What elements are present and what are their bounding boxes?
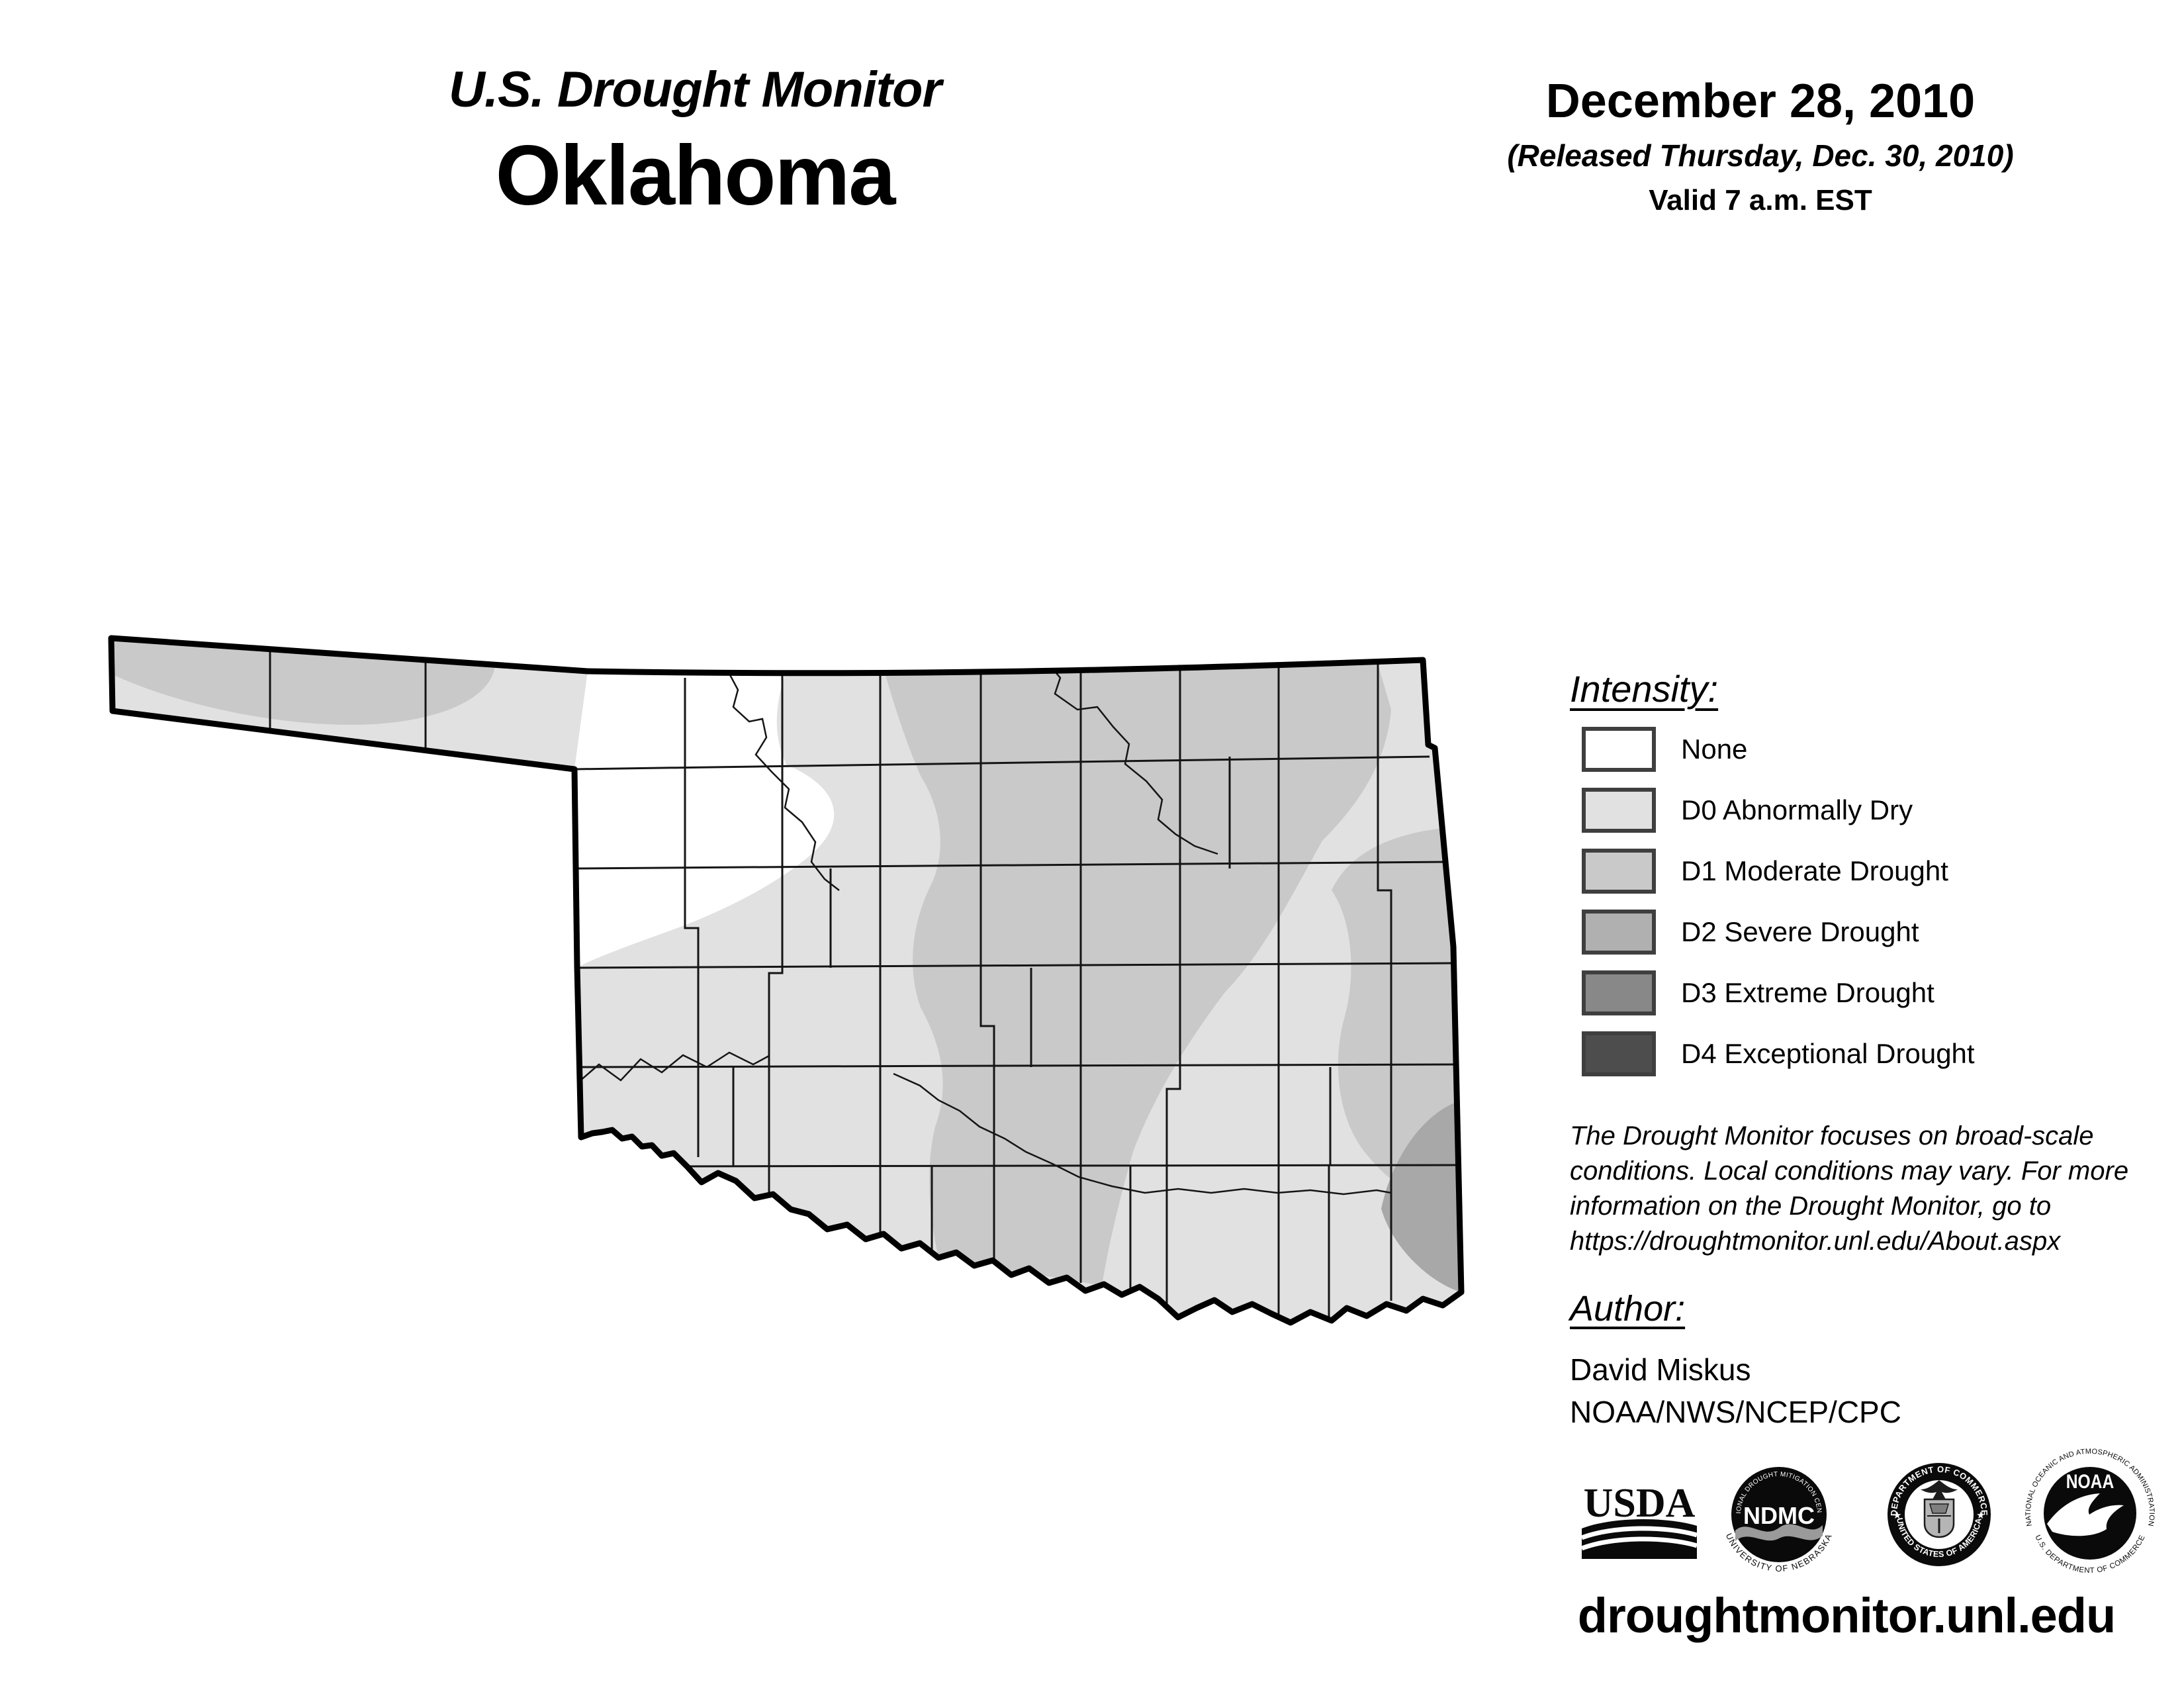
river-boundaries xyxy=(574,661,1392,1196)
drought-layer-d2 xyxy=(1381,1103,1461,1292)
legend-row-d4: D4 Exceptional Drought xyxy=(1582,1031,1975,1076)
commerce-seal-logo: DEPARTMENT OF COMMERCE UNITED STATES OF … xyxy=(1873,1450,2005,1585)
oklahoma-map-svg xyxy=(108,635,1465,1326)
legend-heading: Intensity: xyxy=(1570,668,1719,710)
usda-logo: USDA xyxy=(1576,1479,1702,1569)
state-outline xyxy=(108,635,1465,1326)
legend-label: D0 Abnormally Dry xyxy=(1681,794,1913,825)
legend-swatch-d2 xyxy=(1582,910,1656,955)
author-name: David Miskus xyxy=(1570,1352,1751,1387)
legend-row-d2: D2 Severe Drought xyxy=(1582,910,1975,955)
legend-row-d3: D3 Extreme Drought xyxy=(1582,970,1975,1015)
disclaimer-line: The Drought Monitor focuses on broad-sca… xyxy=(1570,1121,2094,1150)
legend-label: D1 Moderate Drought xyxy=(1681,855,1948,886)
ndmc-center-text: NDMC xyxy=(1743,1502,1815,1529)
release-date: (Released Thursday, Dec. 30, 2010) xyxy=(1507,138,2014,173)
noaa-disc-icon xyxy=(2044,1467,2136,1560)
legend-label: None xyxy=(1681,733,1748,765)
legend-label: D4 Exceptional Drought xyxy=(1681,1038,1975,1069)
site-url: droughtmonitor.unl.edu xyxy=(1577,1588,2116,1643)
disclaimer-line: information on the Drought Monitor, go t… xyxy=(1570,1192,2052,1221)
legend-swatch-d1 xyxy=(1582,849,1656,894)
ndmc-logo: NATIONAL DROUGHT MITIGATION CENTER NDMC … xyxy=(1710,1446,1845,1587)
oklahoma-drought-map xyxy=(99,622,1489,1357)
legend-swatch-d0 xyxy=(1582,788,1656,833)
author-agency: NOAA/NWS/NCEP/CPC xyxy=(1570,1395,1901,1429)
legend-row-d0: D0 Abnormally Dry xyxy=(1582,788,1975,833)
disclaimer-url: https://droughtmonitor.unl.edu/About.asp… xyxy=(1570,1227,2061,1256)
legend-label: D2 Severe Drought xyxy=(1681,916,1919,947)
valid-time: Valid 7 a.m. EST xyxy=(1649,184,1872,216)
noaa-bird-icon xyxy=(2047,1493,2124,1536)
commerce-star-right-icon: ★ xyxy=(1976,1510,1985,1521)
noaa-center-text: NOAA xyxy=(2066,1470,2115,1493)
usda-logo-text: USDA xyxy=(1584,1481,1696,1526)
county-lines xyxy=(269,649,1461,1319)
map-date: December 28, 2010 xyxy=(1545,75,1976,128)
legend-swatch-none xyxy=(1582,727,1656,772)
legend-row-d1: D1 Moderate Drought xyxy=(1582,849,1975,894)
noaa-logo: NATIONAL OCEANIC AND ATMOSPHERIC ADMINIS… xyxy=(2020,1446,2160,1589)
legend-swatch-d3 xyxy=(1582,970,1656,1015)
legend: None D0 Abnormally Dry D1 Moderate Droug… xyxy=(1582,727,1975,1092)
legend-label: D3 Extreme Drought xyxy=(1681,977,1934,1008)
commerce-star-left-icon: ★ xyxy=(1893,1510,1901,1521)
legend-swatch-d4 xyxy=(1582,1031,1656,1076)
disclaimer-text: The Drought Monitor focuses on broad-sca… xyxy=(1570,1119,2179,1259)
report-title: U.S. Drought Monitor xyxy=(448,62,942,118)
disclaimer-line: conditions. Local conditions may vary. F… xyxy=(1570,1156,2129,1186)
ndmc-wave-icon xyxy=(1735,1524,1823,1541)
drought-layer-d1-central xyxy=(884,659,1391,1286)
drought-layer-none xyxy=(574,670,835,968)
commerce-eagle-icon xyxy=(1921,1480,1958,1499)
legend-row-none: None xyxy=(1582,727,1975,772)
state-title: Oklahoma xyxy=(495,128,896,223)
author-heading: Author: xyxy=(1570,1289,1686,1329)
